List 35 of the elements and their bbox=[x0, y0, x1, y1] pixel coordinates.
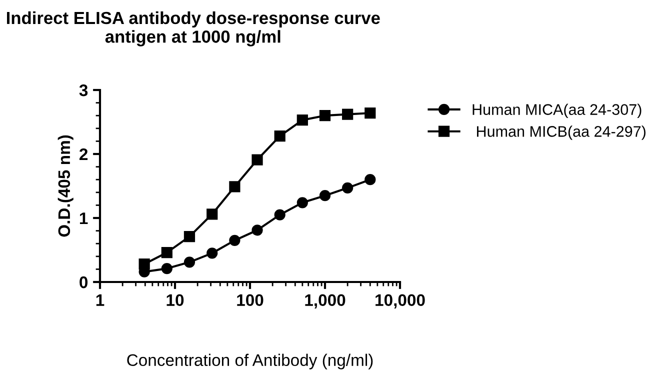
point bbox=[229, 181, 240, 192]
x-tick-label: 10 bbox=[166, 294, 184, 306]
chart-title: Indirect ELISA antibody dose-response curve antigen at 1000 ng/ml bbox=[7, 11, 380, 46]
point bbox=[184, 231, 196, 242]
point bbox=[274, 209, 286, 220]
point bbox=[342, 108, 354, 120]
point bbox=[161, 263, 172, 274]
point bbox=[296, 114, 308, 126]
y-tick-label: 1 bbox=[80, 212, 88, 224]
y-axis-title: O.D.(405 nm) bbox=[58, 135, 74, 237]
point bbox=[252, 154, 263, 166]
point bbox=[364, 174, 376, 186]
point bbox=[319, 190, 331, 202]
y-tick-label: 3 bbox=[79, 84, 88, 96]
x-tick-label: 1,000 bbox=[305, 294, 346, 308]
point bbox=[229, 234, 240, 246]
point bbox=[274, 130, 286, 142]
point bbox=[252, 224, 263, 236]
y-tick-label: 2 bbox=[80, 148, 88, 160]
x-tick-label: 100 bbox=[237, 294, 264, 306]
point bbox=[206, 208, 218, 220]
point bbox=[319, 110, 331, 122]
point bbox=[161, 247, 172, 258]
x-tick-label: 10,000 bbox=[376, 294, 425, 308]
point bbox=[184, 256, 196, 268]
point bbox=[138, 258, 150, 270]
y-tick-label: 0 bbox=[80, 276, 88, 288]
point bbox=[296, 197, 308, 208]
legend-label: Human MICB(aa 24-297) bbox=[477, 126, 646, 140]
point bbox=[364, 107, 376, 119]
point bbox=[342, 182, 354, 194]
x-tick-label: 1 bbox=[96, 294, 104, 306]
x-axis-title: Concentration of Antibody (ng/ml) bbox=[127, 354, 373, 370]
legend-label: Human MICA(aa 24-307) bbox=[472, 104, 642, 118]
point bbox=[206, 248, 218, 259]
